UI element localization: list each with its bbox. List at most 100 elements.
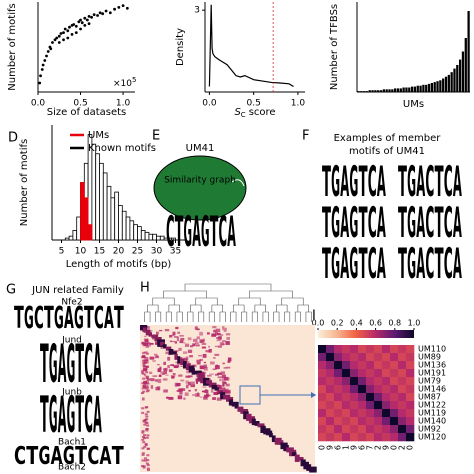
matrix-diagonal — [171, 351, 177, 355]
matrix-speckle — [154, 356, 160, 359]
matrix-diagonal — [183, 361, 187, 369]
matrix-speckle — [160, 371, 164, 374]
matrix-speckle — [183, 342, 186, 344]
logo-letter: A — [192, 207, 201, 256]
matrix-speckle — [187, 337, 192, 341]
matrix-speckle — [145, 352, 149, 355]
matrix-speckle — [172, 331, 176, 336]
heatmap-cell — [350, 369, 359, 378]
heatmap-cell — [406, 345, 415, 354]
point — [53, 38, 57, 42]
matrix-speckle — [211, 333, 217, 337]
heatmap-cell — [406, 409, 415, 418]
point — [62, 31, 65, 34]
matrix-speckle — [146, 459, 150, 462]
x-tick-label: 1.0 — [291, 99, 306, 109]
bar — [394, 88, 397, 92]
matrix-speckle — [145, 428, 149, 431]
matrix-speckle — [161, 373, 166, 375]
heatmap-cell — [342, 345, 351, 354]
heatmap-cell — [374, 369, 383, 378]
matrix-speckle — [206, 393, 209, 398]
matrix-speckle — [144, 442, 148, 445]
panel-letter: D — [8, 131, 18, 146]
matrix-speckle — [146, 434, 150, 437]
matrix-speckle — [169, 334, 173, 338]
heatmap-cell — [406, 393, 415, 402]
matrix-speckle — [141, 341, 145, 344]
heatmap-cell — [398, 377, 407, 386]
column-label: 6 — [358, 445, 367, 450]
matrix-speckle — [143, 380, 148, 385]
heatmap-cell — [390, 425, 399, 434]
matrix-speckle — [146, 410, 150, 413]
matrix-speckle — [178, 374, 183, 377]
matrix-speckle — [144, 421, 148, 424]
matrix-speckle — [222, 326, 225, 329]
heatmap-cell — [318, 353, 327, 362]
heatmap-cell — [342, 401, 351, 410]
matrix-speckle — [190, 381, 195, 384]
heatmap-cell — [390, 377, 399, 386]
logo-letter: A — [453, 157, 462, 206]
heatmap-cell — [374, 393, 383, 402]
matrix-speckle — [163, 361, 166, 365]
histogram-bar — [125, 216, 131, 241]
heatmap-cell — [334, 417, 343, 426]
heatmap-cell — [326, 393, 335, 402]
column-label: 2 — [398, 445, 407, 450]
heatmap-cell — [350, 417, 359, 426]
matrix-speckle — [145, 371, 149, 374]
logo-letter: A — [58, 334, 67, 395]
matrix-speckle — [149, 356, 155, 360]
logo-letter: A — [58, 386, 67, 444]
motif-name: Junb — [61, 388, 82, 398]
matrix-speckle — [142, 465, 146, 468]
heatmap-cell — [390, 385, 399, 394]
logo-letter: G — [331, 198, 340, 247]
matrix-speckle — [198, 355, 202, 357]
heatmap-cell — [406, 361, 415, 370]
heatmap-cell — [406, 377, 415, 386]
matrix-speckle — [222, 389, 227, 394]
heatmap-cell — [366, 409, 375, 418]
matrix-speckle — [141, 387, 145, 390]
matrix-diagonal — [200, 375, 205, 384]
matrix-speckle — [188, 375, 193, 378]
matrix-speckle — [219, 342, 225, 346]
heatmap-cell — [358, 433, 367, 442]
heatmap-cell — [334, 425, 343, 434]
matrix-speckle — [188, 381, 191, 386]
matrix-speckle — [203, 364, 207, 369]
matrix-speckle — [221, 374, 226, 379]
matrix-speckle — [145, 385, 149, 388]
matrix-speckle — [141, 411, 145, 414]
matrix-speckle — [141, 465, 145, 468]
matrix-speckle — [192, 394, 196, 396]
matrix-speckle — [175, 383, 180, 387]
heatmap-cell — [374, 345, 383, 354]
bar — [439, 80, 442, 92]
multiplier-exponent: 5 — [132, 76, 136, 84]
heatmap-cell — [350, 361, 359, 370]
point — [79, 18, 82, 22]
matrix-speckle — [208, 394, 211, 397]
heatmap-cell — [382, 425, 391, 434]
x-tick-label: 20 — [113, 247, 125, 257]
logo-letter: A — [416, 198, 425, 247]
matrix-speckle — [172, 334, 175, 336]
matrix-speckle — [144, 459, 148, 462]
logo-letter: G — [67, 386, 76, 444]
heatmap-cell — [382, 369, 391, 378]
histogram-bar — [133, 224, 138, 241]
logo-letter: C — [166, 207, 175, 256]
heatmap-cell — [382, 361, 391, 370]
logo-letter: T — [322, 157, 331, 206]
matrix-speckle — [157, 364, 160, 366]
heatmap-cell — [358, 353, 367, 362]
label-text: score — [249, 107, 276, 118]
matrix-speckle — [221, 340, 226, 342]
matrix-speckle — [143, 445, 147, 448]
bar — [368, 90, 371, 92]
heatmap-cell — [334, 385, 343, 394]
